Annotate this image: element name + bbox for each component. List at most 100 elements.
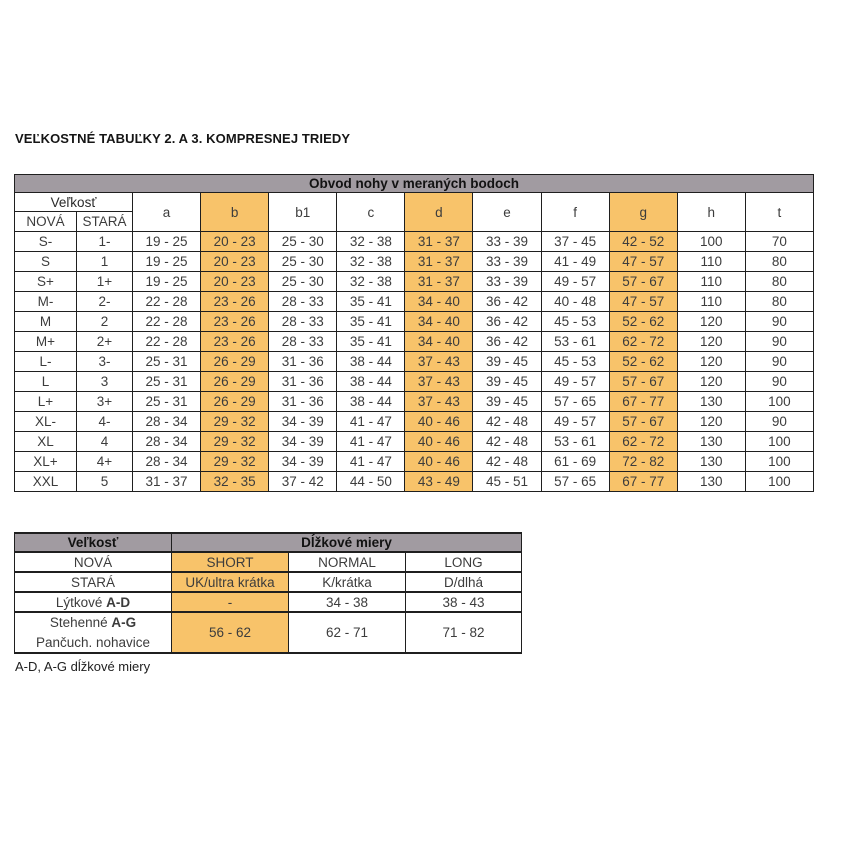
cell-e: 45 - 51 (472, 471, 542, 492)
cell-d: 40 - 46 (404, 431, 474, 452)
cell-a: 19 - 25 (131, 251, 202, 272)
old-size-cell: 4- (76, 411, 133, 432)
cell-a: 31 - 37 (131, 471, 202, 492)
cell-b1: 25 - 30 (268, 231, 338, 252)
cell-b: 29 - 32 (200, 451, 270, 472)
table-row: S- 1- 19 - 25 20 - 23 25 - 30 32 - 38 31 - 37 3… (14, 231, 815, 252)
cell-d: 31 - 37 (404, 271, 474, 292)
calf-row-label: Lýtkové A-D (14, 591, 172, 613)
column-header-t: t (744, 192, 815, 232)
cell-b: 32 - 35 (200, 471, 270, 492)
cell-e: 33 - 39 (472, 251, 542, 272)
cell-e: 36 - 42 (472, 331, 542, 352)
table-row: M+ 2+ 22 - 28 23 - 26 28 - 33 35 - 41 34 - 40 3… (14, 331, 815, 352)
cell-b: 26 - 29 (200, 391, 270, 412)
cell-g: 67 - 77 (608, 391, 678, 412)
cell-h: 130 (676, 431, 746, 452)
old-size-cell: 5 (76, 471, 133, 492)
column-header-c: c (336, 192, 406, 232)
cell-e: 36 - 42 (472, 311, 542, 332)
length-table-title-row: Veľkosť Dĺžkové miery (14, 532, 523, 553)
cell-h: 110 (676, 271, 746, 292)
cell-b1: 31 - 36 (268, 391, 338, 412)
cell-f: 49 - 57 (540, 271, 610, 292)
column-header-g: g (608, 192, 678, 232)
size-table-title-row: Obvod nohy v meraných bodoch (14, 174, 814, 193)
cell-d: 37 - 43 (404, 371, 474, 392)
new-size-cell: XL- (14, 411, 77, 432)
cell-c: 38 - 44 (336, 371, 406, 392)
cell-f: 40 - 48 (540, 291, 610, 312)
old-length-cell: D/dlhá (404, 571, 523, 593)
table-row: XL- 4- 28 - 34 29 - 32 34 - 39 41 - 47 40 - 46… (14, 411, 815, 432)
cell-t: 90 (744, 311, 815, 332)
cell-g: 62 - 72 (608, 331, 678, 352)
cell-a: 28 - 34 (131, 431, 202, 452)
cell-b1: 34 - 39 (268, 411, 338, 432)
cell-f: 61 - 69 (540, 451, 610, 472)
table-row: Stehenné A-G Pančuch. nohavice 56 - 62 62 -… (14, 610, 523, 655)
cell-f: 57 - 65 (540, 471, 610, 492)
cell-c: 44 - 50 (336, 471, 406, 492)
cell-b1: 37 - 42 (268, 471, 338, 492)
old-size-cell: 1- (76, 231, 133, 252)
footnote: A-D, A-G dĺžkové miery (15, 659, 151, 675)
cell-h: 130 (676, 451, 746, 472)
cell-b1: 28 - 33 (268, 291, 338, 312)
old-size-cell: 2- (76, 291, 133, 312)
cell-g: 62 - 72 (608, 431, 678, 452)
cell-g: 57 - 67 (608, 271, 678, 292)
cell-t: 100 (744, 451, 815, 472)
cell-a: 19 - 25 (131, 231, 202, 252)
calf-length-cell: 34 - 38 (288, 591, 406, 613)
cell-b: 20 - 23 (200, 271, 270, 292)
length-table: Veľkosť Dĺžkové miery NOVÁ SHORT NORMAL LON… (14, 532, 523, 655)
cell-t: 70 (744, 231, 815, 252)
cell-b: 23 - 26 (200, 311, 270, 332)
cell-e: 42 - 48 (472, 411, 542, 432)
column-header-a: a (131, 192, 202, 232)
cell-c: 41 - 47 (336, 411, 406, 432)
column-header-f: f (540, 192, 610, 232)
cell-a: 22 - 28 (131, 311, 202, 332)
cell-d: 43 - 49 (404, 471, 474, 492)
new-size-cell: S+ (14, 271, 77, 292)
old-size-cell: 3- (76, 351, 133, 372)
cell-g: 72 - 82 (608, 451, 678, 472)
cell-a: 25 - 31 (131, 371, 202, 392)
cell-f: 45 - 53 (540, 351, 610, 372)
cell-t: 100 (744, 471, 815, 492)
cell-h: 120 (676, 331, 746, 352)
new-size-cell: XL+ (14, 451, 77, 472)
cell-h: 130 (676, 391, 746, 412)
cell-f: 49 - 57 (540, 371, 610, 392)
table-row: XXL 5 31 - 37 32 - 35 37 - 42 44 - 50 43 - 49 4… (14, 471, 815, 492)
table-row: L 3 25 - 31 26 - 29 31 - 36 38 - 44 37 - 43 39 … (14, 371, 815, 392)
new-size-cell: L+ (14, 391, 77, 412)
new-size-label: NOVÁ (14, 551, 172, 573)
cell-h: 120 (676, 411, 746, 432)
cell-c: 32 - 38 (336, 251, 406, 272)
table-row: Lýtkové A-D -34 - 38 38 - 43 (14, 591, 523, 613)
table-row: XL+ 4+ 28 - 34 29 - 32 34 - 39 41 - 47 40 - 46… (14, 451, 815, 472)
table-row: STARÁ UK/ultra krátka K/krátka D/dlhá (14, 571, 523, 593)
old-size-cell: 4+ (76, 451, 133, 472)
table-row: M- 2- 22 - 28 23 - 26 28 - 33 35 - 41 34 - 40 3… (14, 291, 815, 312)
cell-f: 41 - 49 (540, 251, 610, 272)
cell-a: 25 - 31 (131, 351, 202, 372)
cell-b: 29 - 32 (200, 431, 270, 452)
calf-length-cell: 38 - 43 (404, 591, 523, 613)
cell-g: 57 - 67 (608, 371, 678, 392)
cell-g: 47 - 57 (608, 251, 678, 272)
new-size-cell: L- (14, 351, 77, 372)
column-header-d: d (404, 192, 474, 232)
cell-g: 52 - 62 (608, 311, 678, 332)
new-size-cell: XL (14, 431, 77, 452)
cell-d: 37 - 43 (404, 391, 474, 412)
cell-c: 35 - 41 (336, 311, 406, 332)
cell-c: 38 - 44 (336, 391, 406, 412)
cell-g: 42 - 52 (608, 231, 678, 252)
cell-b1: 31 - 36 (268, 371, 338, 392)
cell-e: 39 - 45 (472, 371, 542, 392)
length-size-header: Veľkosť (14, 532, 172, 553)
